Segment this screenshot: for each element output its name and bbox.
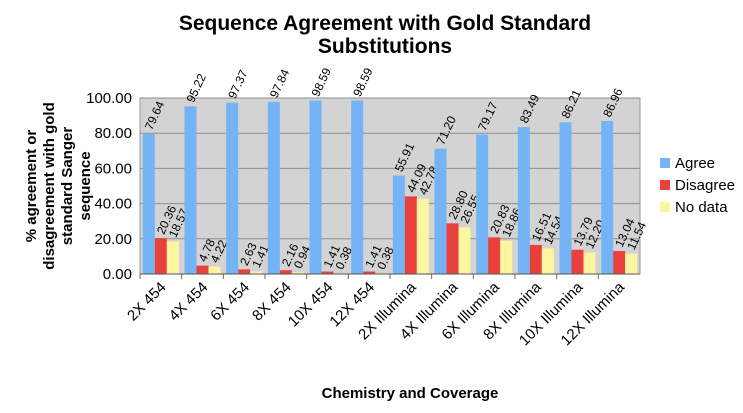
bar	[392, 175, 405, 274]
bar	[142, 133, 155, 274]
bar	[458, 227, 471, 274]
bar	[279, 270, 292, 274]
y-tick-label: 80.00	[94, 125, 132, 142]
x-tick-label: 2X 454	[124, 279, 170, 325]
bar	[488, 237, 501, 274]
legend-swatch	[660, 180, 670, 190]
bar	[613, 251, 626, 274]
legend-swatch	[660, 202, 670, 212]
x-axis-title: Chemistry and Coverage	[322, 385, 499, 402]
chart-title: Sequence Agreement with Gold Standard	[179, 12, 591, 35]
plot-area	[139, 97, 641, 275]
bar	[500, 240, 513, 274]
y-tick-label: 20.00	[94, 231, 132, 248]
bar	[529, 244, 542, 274]
y-tick-label: 60.00	[94, 160, 132, 177]
y-axis-title: standard Sanger	[59, 127, 76, 246]
bar	[166, 241, 179, 274]
bar	[250, 271, 263, 274]
bar	[309, 100, 322, 274]
x-tick-label: 10X 454	[285, 279, 337, 331]
bar	[196, 265, 209, 274]
value-label: 97.37	[225, 67, 251, 100]
bar	[541, 248, 554, 274]
y-tick-label: 40.00	[94, 196, 132, 213]
legend-label: No data	[675, 199, 728, 216]
bar	[571, 249, 584, 274]
y-axis-title: disagreement with gold	[41, 102, 58, 270]
bar	[404, 196, 417, 274]
legend-swatch	[660, 158, 670, 168]
y-tick-label: 0.00	[103, 266, 132, 283]
bar	[625, 253, 638, 274]
bar	[416, 198, 429, 274]
bar	[559, 122, 572, 274]
chart-title: Substitutions	[318, 35, 452, 58]
bar	[154, 238, 167, 274]
x-tick-label: 6X 454	[207, 279, 253, 325]
bar	[291, 272, 304, 274]
bar	[583, 252, 596, 274]
x-tick-label: 4X 454	[166, 279, 212, 325]
bar	[208, 266, 221, 274]
value-label: 97.84	[267, 67, 293, 100]
bar	[601, 120, 614, 274]
bar	[238, 269, 251, 274]
bar	[434, 148, 447, 274]
y-axis-title: sequence	[77, 151, 94, 220]
bar	[351, 100, 364, 274]
value-label: 98.59	[309, 65, 335, 98]
bar	[363, 271, 376, 274]
bar	[226, 102, 239, 274]
bar	[446, 223, 459, 274]
bar	[476, 134, 489, 274]
y-axis-title: % agreement or	[23, 130, 40, 243]
value-label: 98.59	[350, 65, 376, 98]
bar	[517, 127, 530, 274]
bar	[267, 101, 280, 274]
bar	[321, 271, 334, 274]
bar	[184, 106, 197, 274]
y-tick-label: 100.00	[86, 90, 132, 107]
legend-label: Agree	[675, 155, 715, 172]
legend-label: Disagree	[675, 177, 735, 194]
